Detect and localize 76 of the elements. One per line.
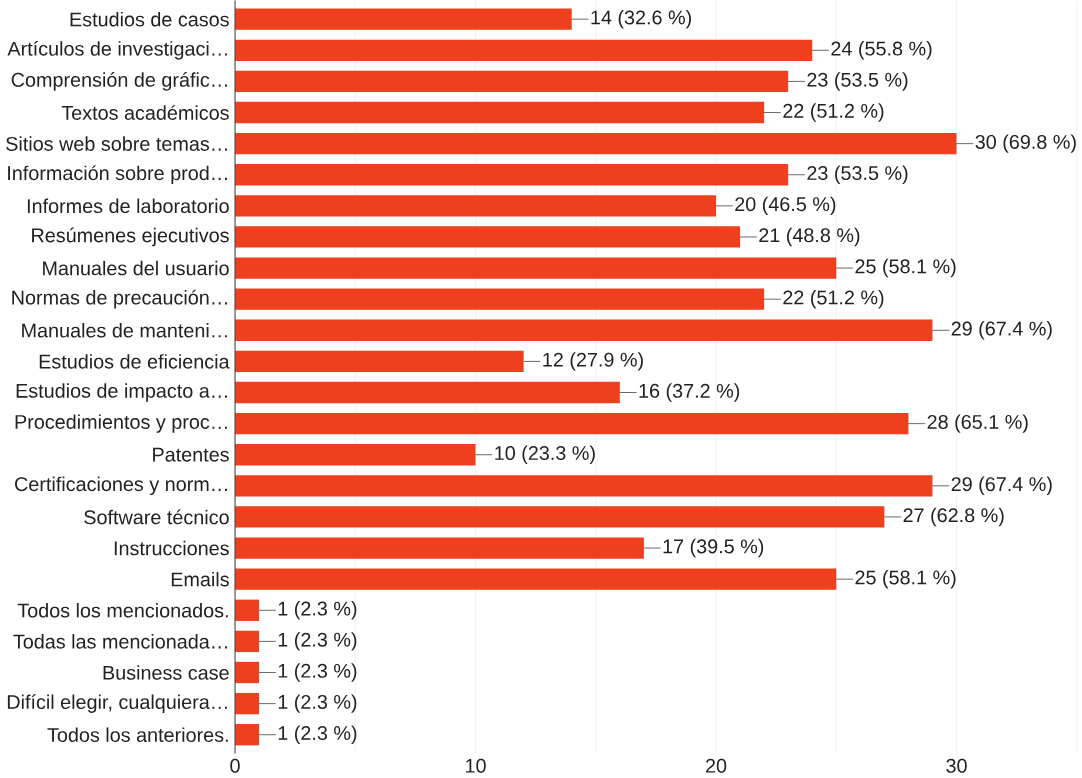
x-tick-label: 20 (706, 758, 727, 773)
data-label: 1 (2.3 %) (278, 725, 357, 744)
bar (235, 599, 260, 621)
data-label: 10 (23.3 %) (495, 445, 595, 464)
data-label: 17 (39.5 %) (663, 538, 764, 558)
bar (235, 724, 260, 746)
x-tick-label: 30 (946, 758, 967, 773)
data-label: 1 (2.3 %) (278, 632, 357, 651)
y-tick-label: Normas de precaución… (12, 289, 227, 309)
bar (235, 257, 837, 279)
bar (235, 319, 933, 341)
bar (235, 226, 741, 248)
x-tick-label: 10 (466, 758, 486, 773)
y-tick-label: Patentes (153, 447, 229, 462)
y-tick-label: Manuales del usuario (43, 260, 229, 276)
data-label: 1 (2.3 %) (278, 601, 357, 620)
bar (235, 70, 789, 93)
data-label: 23 (53.5 %) (807, 72, 908, 91)
bar (235, 412, 909, 435)
bar (235, 444, 476, 466)
data-label: 16 (37.2 %) (639, 383, 740, 402)
y-tick-label: Estudios de impacto a… (16, 383, 227, 402)
y-tick-label: Manuales de manteni… (22, 323, 227, 338)
y-tick-label: Textos académicos (61, 105, 229, 120)
bar (235, 350, 524, 373)
data-label: 23 (53.5 %) (807, 165, 908, 184)
data-label: 20 (46.5 %) (735, 196, 836, 216)
x-tick-label: 0 (230, 758, 240, 773)
y-tick-label: Software técnico (84, 509, 229, 525)
data-label: 25 (58.1 %) (855, 258, 956, 278)
data-label: 25 (58.1 %) (855, 569, 956, 589)
data-label: 12 (27.9 %) (543, 352, 643, 371)
data-label: 29 (67.4 %) (951, 476, 1052, 496)
data-label: 30 (69.8 %) (975, 134, 1076, 153)
y-tick-label: Certificaciones y norm… (15, 476, 227, 496)
bar (235, 692, 260, 715)
y-tick-label: Estudios de eficiencia (39, 354, 230, 369)
bar (235, 568, 837, 590)
y-tick-label: Todos los mencionados. (17, 603, 228, 618)
bar (235, 195, 717, 217)
data-label: 22 (51.2 %) (783, 289, 884, 309)
data-label: 28 (65.1 %) (927, 414, 1028, 433)
data-label: 29 (67.4 %) (951, 321, 1052, 340)
bar (235, 132, 957, 155)
bar (235, 101, 765, 124)
y-tick-label: Emails (171, 571, 229, 587)
y-tick-label: Resúmenes ejecutivos (32, 227, 229, 247)
bar (235, 8, 572, 30)
y-tick-label: Artículos de investigaci… (7, 40, 227, 60)
y-tick-label: Procedimientos y proc… (15, 414, 227, 433)
y-tick-label: Business case (103, 665, 229, 680)
data-label: 1 (2.3 %) (278, 694, 357, 713)
bar (235, 288, 765, 310)
y-tick-label: Instrucciones (114, 540, 229, 556)
y-tick-label: Todas las mencionada… (13, 634, 227, 649)
bar (235, 630, 260, 653)
y-tick-label: Estudios de casos (70, 11, 229, 27)
bar (235, 537, 644, 559)
y-tick-label: Informes de laboratorio (27, 198, 229, 214)
y-tick-label: Difícil elegir, cualquiera… (7, 694, 227, 713)
y-tick-label: Comprensión de gráfic… (11, 72, 227, 91)
data-label: 14 (32.6 %) (591, 9, 691, 29)
data-label: 22 (51.2 %) (783, 103, 884, 122)
data-label: 27 (62.8 %) (903, 507, 1004, 527)
y-tick-label: Información sobre prod… (8, 165, 227, 185)
data-label: 21 (48.8 %) (759, 227, 860, 247)
y-tick-label: Todos los anteriores. (47, 727, 228, 742)
bar (235, 381, 620, 404)
bar (235, 506, 885, 528)
y-tick-label: Sitios web sobre temas… (6, 136, 227, 151)
bar (235, 164, 789, 186)
bar (235, 39, 813, 61)
data-label: 24 (55.8 %) (831, 41, 932, 60)
data-label: 1 (2.3 %) (278, 663, 357, 682)
bar (235, 661, 260, 684)
bar (235, 475, 933, 497)
